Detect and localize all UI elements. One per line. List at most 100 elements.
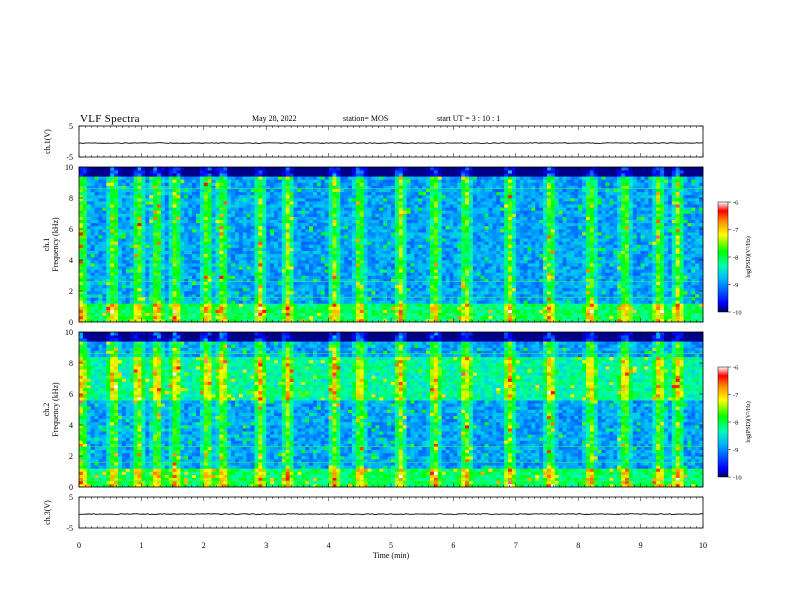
- spectrogram-cell: [98, 256, 103, 261]
- spectrogram-cell: [328, 244, 333, 248]
- spectrogram-cell: [352, 235, 357, 239]
- spectrogram-cell: [391, 253, 396, 258]
- spectrogram-cell: [270, 241, 275, 245]
- spectrogram-cell: [414, 253, 419, 258]
- spectrogram-cell: [414, 238, 419, 242]
- spectrogram-cell: [433, 235, 439, 239]
- spectrogram-cell: [320, 275, 325, 279]
- spectrogram-cell: [309, 185, 314, 189]
- spectrogram-cell: [129, 213, 134, 217]
- spectrogram-cell: [231, 291, 236, 295]
- spectrogram-cell: [196, 247, 201, 251]
- spectrogram-cell: [157, 315, 162, 320]
- spectrogram-cell: [203, 275, 208, 279]
- spectrogram-cell: [149, 306, 154, 310]
- spectrogram-cell: [160, 179, 166, 183]
- spectrogram-cell: [371, 306, 376, 310]
- spectrogram-cell: [289, 309, 294, 313]
- spectrogram-cell: [437, 194, 442, 199]
- spectrogram-cell: [145, 278, 150, 282]
- spectrogram-cell: [227, 238, 232, 242]
- spectrogram-cell: [242, 260, 247, 264]
- spectrogram-cell: [324, 247, 329, 251]
- spectrogram-cell: [145, 306, 150, 310]
- spectrogram-cell: [129, 269, 134, 273]
- spectrogram-cell: [114, 303, 119, 307]
- spectrogram-cell: [94, 179, 99, 183]
- spectrogram-cell: [172, 247, 177, 251]
- spectrogram-cell: [133, 207, 138, 211]
- spectrogram-cell: [219, 303, 224, 307]
- spectrogram-cell: [82, 173, 88, 177]
- spectrogram-cell: [145, 232, 150, 236]
- spectrogram-cell: [246, 176, 251, 180]
- spectrogram-cell: [262, 309, 267, 313]
- spectrogram-cell: [82, 315, 88, 320]
- spectrogram-cell: [355, 198, 361, 202]
- spectrogram-cell: [281, 281, 286, 286]
- spectrogram-cell: [367, 315, 372, 320]
- spectrogram-cell: [301, 281, 306, 286]
- spectrogram-cell: [453, 315, 458, 320]
- spectrogram-cell: [211, 318, 216, 323]
- spectrogram-cell: [266, 201, 271, 205]
- spectrogram-cell: [367, 191, 372, 196]
- spectrogram-cell: [441, 170, 446, 174]
- spectrogram-cell: [363, 263, 368, 267]
- spectrogram-cell: [86, 198, 91, 202]
- spectrogram-cell: [433, 263, 439, 267]
- spectrogram-cell: [348, 247, 353, 251]
- spectrogram-cell: [359, 216, 364, 220]
- spectrogram-cell: [336, 182, 341, 186]
- spectrogram-cell: [418, 303, 423, 307]
- spectrogram-cell: [367, 297, 372, 301]
- spectrogram-cell: [445, 194, 450, 199]
- spectrogram-cell: [160, 287, 166, 292]
- spectrogram-cell: [363, 210, 368, 214]
- spectrogram-cell: [305, 309, 310, 313]
- spectrogram-cell: [133, 275, 138, 279]
- spectrogram-cell: [94, 216, 99, 220]
- spectrogram-cell: [309, 207, 314, 211]
- spectrogram-cell: [433, 216, 439, 220]
- spectrogram-cell: [383, 204, 388, 208]
- spectrogram-cell: [363, 275, 368, 279]
- spectrogram-cell: [121, 213, 127, 217]
- spectrogram-cell: [102, 318, 107, 323]
- spectrogram-cell: [110, 173, 115, 177]
- spectrogram-cell: [352, 260, 357, 264]
- spectrogram-cell: [199, 250, 205, 255]
- spectrogram-cell: [336, 198, 341, 202]
- spectrogram-cell: [461, 315, 466, 320]
- spectrogram-cell: [371, 309, 376, 313]
- spectrogram-cell: [426, 219, 431, 224]
- spectrogram-cell: [125, 306, 130, 310]
- spectrogram-cell: [301, 306, 306, 310]
- spectrogram-cell: [387, 253, 392, 258]
- spectrogram-cell: [98, 170, 103, 174]
- spectrogram-cell: [118, 312, 123, 317]
- spectrogram-cell: [129, 250, 134, 255]
- spectrogram-cell: [121, 182, 127, 186]
- spectrogram-cell: [238, 263, 244, 267]
- spectrogram-cell: [86, 309, 91, 313]
- spectrogram-cell: [410, 173, 415, 177]
- spectrogram-cell: [313, 294, 318, 298]
- spectrogram-cell: [437, 225, 442, 230]
- spectrogram-cell: [164, 269, 169, 273]
- spectrogram-cell: [238, 198, 244, 202]
- spectrogram-cell: [383, 170, 388, 174]
- spectrogram-cell: [227, 179, 232, 183]
- spectrogram-cell: [375, 182, 380, 186]
- spectrogram-cell: [352, 179, 357, 183]
- spectrogram-cell: [418, 210, 423, 214]
- spectrogram-cell: [86, 297, 91, 301]
- spectrogram-cell: [219, 272, 224, 276]
- spectrogram-cell: [332, 275, 337, 279]
- spectrogram-cell: [445, 300, 450, 304]
- spectrogram-cell: [90, 216, 95, 220]
- spectrogram-cell: [274, 244, 279, 248]
- spectrogram-cell: [164, 207, 169, 211]
- spectrogram-cell: [309, 256, 314, 261]
- spectrogram-cell: [207, 253, 212, 258]
